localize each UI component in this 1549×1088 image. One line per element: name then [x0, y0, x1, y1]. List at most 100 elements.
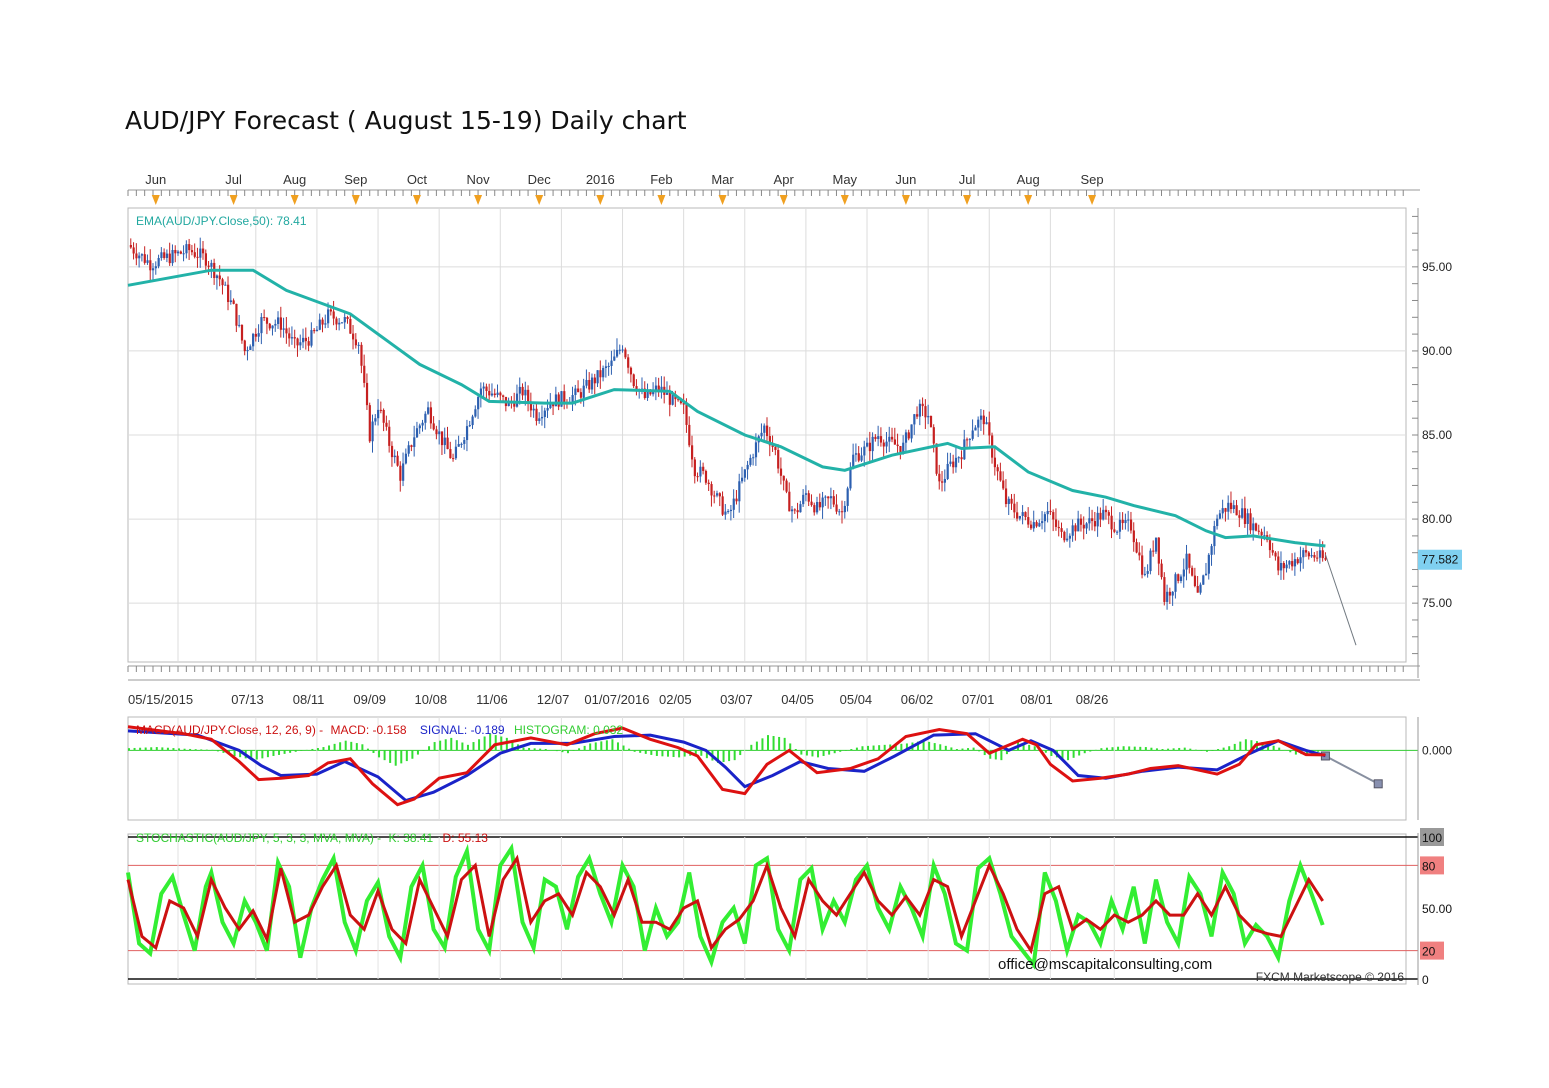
candle-body	[207, 265, 210, 267]
histogram-bar	[1294, 750, 1297, 755]
candle-body	[1241, 508, 1244, 518]
histogram-bar	[661, 750, 664, 757]
candle-body	[174, 249, 177, 254]
candle-body	[407, 445, 410, 454]
histogram-bar	[328, 745, 331, 751]
histogram-bar	[1139, 746, 1142, 751]
histogram-bar	[1000, 750, 1003, 761]
candle-body	[1121, 519, 1124, 524]
histogram-bar	[278, 750, 281, 755]
bottom-date-label: 10/08	[415, 692, 448, 707]
candle-body	[415, 428, 419, 438]
candle-body	[435, 429, 438, 435]
candle-body	[1132, 530, 1135, 543]
candle-body	[715, 493, 719, 496]
price-forecast-line	[1324, 554, 1357, 646]
histogram-bar	[183, 748, 186, 751]
candle-body	[615, 349, 619, 357]
candle-body	[1279, 563, 1283, 571]
histogram-bar	[850, 749, 853, 751]
candle-body	[782, 475, 785, 481]
candle-body	[429, 407, 433, 424]
candle-body	[1263, 535, 1266, 537]
candle-body	[540, 416, 544, 419]
histogram-bar	[511, 741, 514, 751]
histogram-bar	[216, 750, 219, 752]
candle-body	[1018, 515, 1022, 519]
histogram-bar	[722, 750, 725, 763]
stochastic-panel: STOCHASTIC(AUD/JPY, 5, 3, 3, MVA, MVA) -…	[126, 828, 1452, 987]
candle-body	[135, 253, 138, 259]
candle-body	[810, 501, 813, 506]
candle-body	[138, 255, 141, 259]
candle-body	[807, 493, 810, 502]
candle-body	[966, 439, 969, 441]
candle-body	[971, 430, 974, 439]
histogram-bar	[961, 748, 964, 751]
candle-body	[1060, 528, 1063, 532]
histogram-bar	[561, 750, 564, 753]
candle-body	[1082, 524, 1085, 529]
last-price-tag-label: 77.582	[1422, 553, 1459, 567]
histogram-bar	[894, 744, 897, 751]
candle-body	[1102, 509, 1105, 520]
candle-body	[768, 436, 771, 446]
histogram-bar	[683, 750, 686, 757]
histogram-bar	[716, 750, 719, 763]
candle-body	[1318, 550, 1322, 558]
histogram-bar	[283, 750, 286, 754]
histogram-bar	[650, 750, 653, 755]
candle-body	[218, 275, 221, 280]
month-marker-icon	[901, 195, 910, 205]
candle-body	[932, 427, 935, 444]
candle-body	[313, 330, 316, 332]
candle-body	[418, 425, 421, 429]
last-price-tag: 77.582	[1418, 549, 1462, 570]
month-marker-icon	[963, 195, 972, 205]
candle-body	[171, 249, 174, 264]
histogram-bar	[1111, 747, 1114, 751]
histogram-bar	[539, 748, 542, 751]
candle-body	[215, 275, 219, 279]
candle-body	[1043, 514, 1047, 522]
month-marker-icon	[351, 195, 360, 205]
candle-body	[793, 509, 796, 511]
histogram-bar	[639, 750, 642, 753]
candle-body	[360, 344, 363, 366]
candle-body	[690, 445, 694, 460]
top-month-label: Jul	[225, 172, 242, 187]
histogram-bar	[594, 742, 597, 751]
top-month-label: Sep	[1080, 172, 1103, 187]
candle-body	[590, 377, 594, 390]
candle-body	[529, 401, 533, 411]
histogram-bar	[311, 748, 314, 751]
histogram-bar	[928, 741, 931, 751]
histogram-bar	[1144, 747, 1147, 751]
candle-body	[1113, 529, 1116, 532]
candle-body	[643, 388, 646, 398]
candle-body	[1054, 519, 1058, 527]
macd-indicator-label: MACD(AUD/JPY.Close, 12, 26, 9) - MACD: -…	[136, 723, 623, 737]
histogram-bar	[917, 741, 920, 751]
candle-body	[979, 415, 983, 420]
ema-indicator-label: EMA(AUD/JPY.Close,50): 78.41	[136, 214, 307, 228]
histogram-bar	[566, 750, 569, 754]
histogram-bar	[233, 750, 236, 756]
candle-body	[779, 468, 783, 476]
candle-body	[471, 416, 474, 426]
candle-body	[343, 317, 346, 323]
histogram-bar	[1183, 747, 1186, 751]
candle-body	[866, 442, 869, 447]
candle-body	[954, 457, 958, 468]
histogram-bar	[350, 741, 353, 751]
histogram-bar	[344, 740, 347, 751]
histogram-bar	[1233, 743, 1236, 751]
candle-body	[146, 260, 149, 263]
candle-body	[1238, 515, 1241, 518]
candle-body	[1304, 550, 1308, 553]
histogram-bar	[1194, 749, 1197, 751]
histogram-bar	[339, 742, 342, 751]
candle-body	[179, 251, 182, 254]
candle-body	[688, 424, 691, 446]
candle-body	[1171, 591, 1174, 596]
